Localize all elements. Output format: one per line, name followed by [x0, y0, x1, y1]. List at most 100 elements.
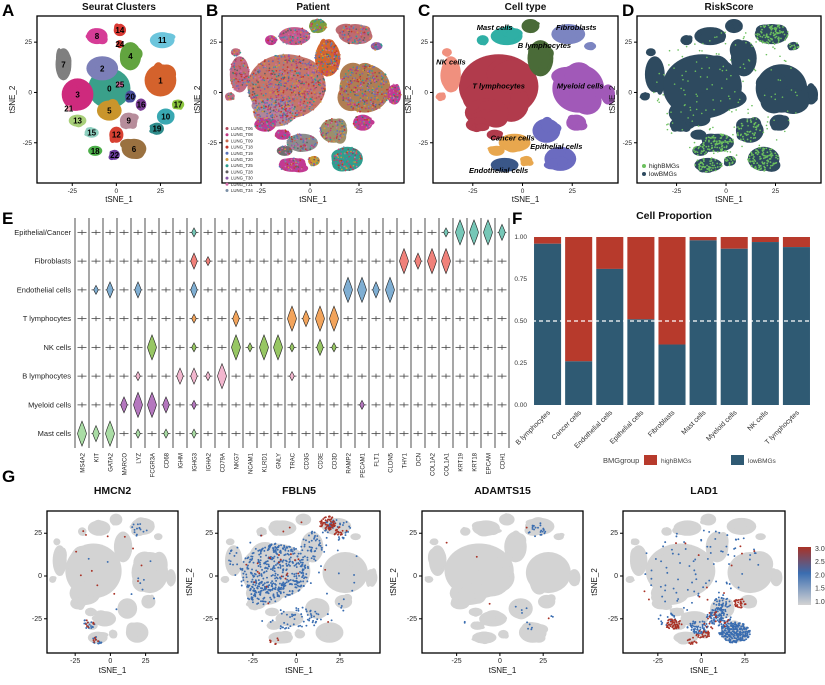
svg-text:9: 9: [126, 117, 131, 126]
panel-b-title: Patient: [296, 2, 330, 13]
svg-text:highBMGs: highBMGs: [649, 163, 680, 170]
svg-text:1.00: 1.00: [514, 234, 527, 241]
svg-text:tSNE_2: tSNE_2: [608, 85, 617, 113]
svg-text:17: 17: [174, 101, 183, 110]
feature-plot-hmcn2: -25 0 25 25 0 -25 tSNE_1: [32, 510, 179, 675]
bar-highBMGs-7: [751, 237, 779, 243]
bmggroup-legend: BMGgroup highBMGs lowBMGs: [603, 455, 777, 465]
svg-text:18: 18: [91, 147, 100, 156]
bar-highBMGs-5: [689, 237, 717, 241]
svg-text:T lymphocytes: T lymphocytes: [472, 81, 525, 90]
svg-text:Myeloid cells: Myeloid cells: [557, 81, 604, 90]
bar-lowBMGs-5: [689, 240, 717, 405]
svg-text:NK cells: NK cells: [436, 57, 466, 66]
svg-text:COL1A1: COL1A1: [445, 452, 451, 476]
svg-text:Endothelial cells: Endothelial cells: [17, 285, 71, 294]
svg-text:tSNE_1: tSNE_1: [299, 195, 327, 204]
panel-label-d: D: [622, 1, 635, 20]
svg-text:MS4A2: MS4A2: [81, 452, 87, 472]
svg-text:Endothelial cells: Endothelial cells: [469, 166, 528, 175]
svg-text:Fibroblasts: Fibroblasts: [556, 23, 596, 32]
svg-text:tSNE_1: tSNE_1: [99, 666, 127, 675]
svg-text:Epithelial cells: Epithelial cells: [530, 142, 582, 151]
tsne-plot-cell-type: Mast cells Fibroblasts B lymphocytes NK cel…: [404, 15, 619, 204]
panel-label-a: A: [2, 1, 15, 20]
svg-text:25: 25: [569, 188, 577, 195]
svg-text:-25: -25: [623, 140, 633, 147]
svg-text:-25: -25: [672, 188, 682, 195]
svg-text:LUNG_T28: LUNG_T28: [231, 169, 253, 174]
svg-text:0.25: 0.25: [514, 360, 527, 367]
svg-text:16: 16: [137, 101, 146, 110]
svg-text:LUNG_T18: LUNG_T18: [231, 145, 253, 150]
svg-text:0: 0: [38, 573, 42, 580]
svg-text:-25: -25: [32, 616, 42, 623]
bar-lowBMGs-4: [658, 344, 686, 405]
svg-text:GATA2: GATA2: [109, 452, 115, 471]
svg-text:25: 25: [25, 39, 33, 46]
feature-title-fbln5: FBLN5: [282, 485, 316, 497]
svg-text:FCGR3A: FCGR3A: [151, 453, 157, 477]
svg-text:-25: -25: [68, 188, 78, 195]
svg-text:0: 0: [28, 89, 32, 96]
bar-lowBMGs-6: [720, 248, 748, 405]
svg-text:Epithelial/Cancer: Epithelial/Cancer: [14, 228, 71, 237]
svg-text:Mast cells: Mast cells: [477, 23, 513, 32]
svg-text:0: 0: [107, 84, 112, 93]
svg-text:B lymphocytes: B lymphocytes: [515, 409, 552, 446]
svg-text:5: 5: [107, 107, 112, 116]
svg-text:DCN: DCN: [417, 453, 423, 466]
svg-text:-25: -25: [70, 658, 80, 665]
bar-lowBMGs-7: [751, 242, 779, 405]
svg-text:Fibroblasts: Fibroblasts: [34, 257, 71, 266]
svg-text:25: 25: [115, 80, 124, 89]
bar-chart-cell-proportion: 1.00 0.75 0.50 0.25 0.00B lymphocytesCancer …: [514, 234, 812, 465]
svg-text:LUNG_T30: LUNG_T30: [231, 176, 253, 181]
svg-text:0: 0: [521, 188, 525, 195]
svg-text:25: 25: [625, 39, 633, 46]
bar-highBMGs-3: [627, 237, 655, 320]
bar-highBMGs-6: [720, 237, 748, 249]
bar-highBMGs-4: [658, 237, 686, 345]
svg-text:4: 4: [128, 52, 133, 61]
violin-grid: Epithelial/Cancer Fibroblasts Endothelial …: [14, 218, 510, 478]
svg-text:CD3D: CD3D: [333, 452, 339, 469]
svg-text:T lymphocytes: T lymphocytes: [764, 409, 801, 446]
bar-lowBMGs-0: [534, 243, 562, 405]
feature-title-adamts15: ADAMTS15: [474, 485, 531, 497]
feature-title-lad1: LAD1: [690, 485, 718, 497]
svg-text:NK cells: NK cells: [747, 409, 770, 432]
svg-text:NK cells: NK cells: [43, 343, 71, 352]
svg-text:0.75: 0.75: [514, 276, 527, 283]
svg-text:21: 21: [64, 105, 73, 114]
svg-text:7: 7: [61, 60, 66, 69]
svg-text:-25: -25: [468, 188, 478, 195]
svg-text:19: 19: [152, 125, 161, 134]
svg-text:FLT1: FLT1: [375, 452, 381, 466]
svg-text:LUNG_T31: LUNG_T31: [231, 182, 253, 187]
svg-text:LUNG_T20: LUNG_T20: [231, 157, 253, 162]
svg-text:1: 1: [158, 76, 163, 85]
svg-text:CD3G: CD3G: [305, 453, 311, 470]
svg-text:KRT18: KRT18: [473, 452, 479, 471]
svg-text:0: 0: [108, 658, 112, 665]
panel-label-c: C: [418, 1, 431, 20]
svg-text:25: 25: [142, 658, 150, 665]
svg-text:Mast cells: Mast cells: [38, 429, 72, 438]
svg-text:CD79A: CD79A: [221, 453, 227, 472]
svg-text:-25: -25: [23, 140, 33, 147]
svg-text:0: 0: [308, 188, 312, 195]
svg-text:tSNE_2: tSNE_2: [193, 85, 202, 113]
svg-text:0: 0: [115, 188, 119, 195]
bar-highBMGs-0: [534, 237, 562, 244]
svg-text:22: 22: [110, 151, 119, 160]
svg-text:tSNE_2: tSNE_2: [404, 85, 413, 113]
svg-text:LUNG_T09: LUNG_T09: [231, 138, 253, 143]
svg-text:3: 3: [75, 90, 80, 99]
svg-text:0: 0: [724, 188, 728, 195]
svg-text:BMGgroup: BMGgroup: [603, 456, 639, 465]
panel-label-b: B: [206, 1, 219, 20]
